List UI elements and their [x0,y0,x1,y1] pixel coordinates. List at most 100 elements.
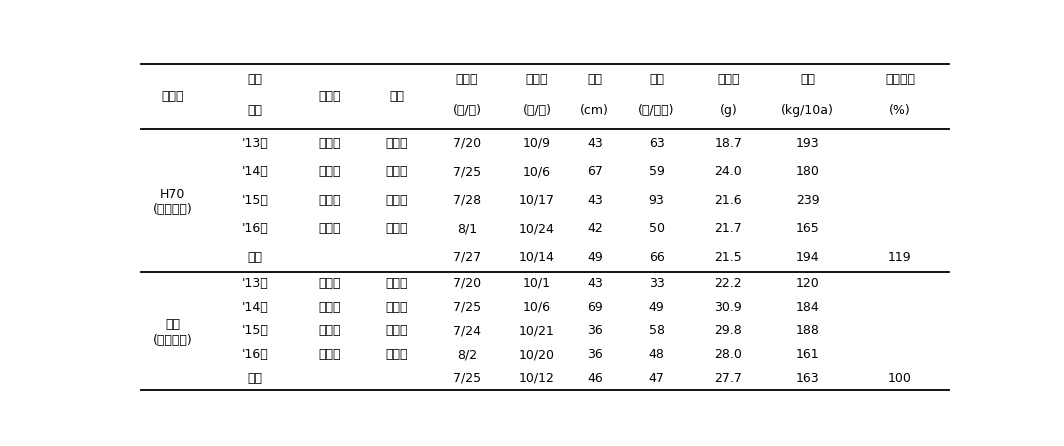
Text: 180: 180 [796,165,819,178]
Text: 43: 43 [587,194,602,207]
Text: 10/6: 10/6 [523,301,551,314]
Text: 49: 49 [587,251,602,264]
Text: 7/20: 7/20 [453,137,481,150]
Text: 7/20: 7/20 [453,277,481,290]
Text: 7/28: 7/28 [453,194,481,207]
Text: 48: 48 [649,348,665,361]
Text: 10/17: 10/17 [519,194,555,207]
Text: 58: 58 [649,324,665,337]
Text: '14년: '14년 [242,165,268,178]
Text: 백립중: 백립중 [717,73,739,86]
Text: (cm): (cm) [580,103,610,117]
Text: 188: 188 [796,324,819,337]
Text: 30.9: 30.9 [715,301,743,314]
Text: 165: 165 [796,223,819,235]
Text: 보라색: 보라색 [385,348,409,361]
Text: 100: 100 [888,372,912,385]
Text: 보라색: 보라색 [385,324,409,337]
Text: (월/일): (월/일) [522,103,551,117]
Text: '13년: '13년 [242,277,268,290]
Text: '15년: '15년 [242,194,268,207]
Text: 161: 161 [796,348,819,361]
Text: 10/12: 10/12 [519,372,555,385]
Text: H70: H70 [160,188,185,201]
Text: 7/24: 7/24 [453,324,481,337]
Text: 협수: 협수 [649,73,664,86]
Text: 47: 47 [649,372,665,385]
Text: 42: 42 [587,223,602,235]
Text: 보라색: 보라색 [318,324,340,337]
Text: 개화일: 개화일 [455,73,478,86]
Text: 10/14: 10/14 [519,251,555,264]
Text: 보라색: 보라색 [385,301,409,314]
Text: 10/21: 10/21 [519,324,555,337]
Text: 보라색: 보라색 [318,223,340,235]
Text: 꽃새: 꽃새 [389,90,404,103]
Text: 보라색: 보라색 [385,165,409,178]
Text: 경장: 경장 [587,73,602,86]
Text: 29.8: 29.8 [715,324,743,337]
Text: 보라색: 보라색 [318,301,340,314]
Text: 66: 66 [649,251,665,264]
Text: 수량지수: 수량지수 [885,73,915,86]
Text: 연도: 연도 [248,103,263,117]
Text: (출원품종): (출원품종) [153,203,193,216]
Text: (월/일): (월/일) [452,103,482,117]
Text: 184: 184 [796,301,819,314]
Text: 21.6: 21.6 [715,194,743,207]
Text: 46: 46 [587,372,602,385]
Text: 보라색: 보라색 [318,165,340,178]
Text: 28.0: 28.0 [714,348,743,361]
Text: 193: 193 [796,137,819,150]
Text: 7/25: 7/25 [453,372,481,385]
Text: 배축색: 배축색 [318,90,340,103]
Text: 50: 50 [649,223,665,235]
Text: 59: 59 [649,165,665,178]
Text: 33: 33 [649,277,665,290]
Text: 성숙일: 성숙일 [526,73,548,86]
Text: 43: 43 [587,137,602,150]
Text: 36: 36 [587,348,602,361]
Text: '15년: '15년 [242,324,268,337]
Text: 239: 239 [796,194,819,207]
Text: (g): (g) [719,103,737,117]
Text: 67: 67 [587,165,602,178]
Text: 18.7: 18.7 [714,137,743,150]
Text: 63: 63 [649,137,665,150]
Text: 10/24: 10/24 [519,223,555,235]
Text: 10/1: 10/1 [523,277,551,290]
Text: 보라색: 보라색 [318,348,340,361]
Text: 93: 93 [649,194,665,207]
Text: 수량: 수량 [800,73,815,86]
Text: '16년: '16년 [242,348,268,361]
Text: 24.0: 24.0 [715,165,743,178]
Text: 7/25: 7/25 [453,165,481,178]
Text: 평균: 평균 [248,372,263,385]
Text: 21.7: 21.7 [715,223,743,235]
Text: 163: 163 [796,372,819,385]
Text: 7/25: 7/25 [453,301,481,314]
Text: 보라색: 보라색 [318,194,340,207]
Text: 보라색: 보라색 [385,277,409,290]
Text: 49: 49 [649,301,665,314]
Text: 황금: 황금 [165,318,180,331]
Text: '14년: '14년 [242,301,268,314]
Text: (%): (%) [890,103,911,117]
Text: 119: 119 [888,251,912,264]
Text: 평균: 평균 [248,251,263,264]
Text: 품종명: 품종명 [162,90,184,103]
Text: 43: 43 [587,277,602,290]
Text: 조사: 조사 [248,73,263,86]
Text: 22.2: 22.2 [715,277,743,290]
Text: 보라색: 보라색 [318,277,340,290]
Text: (대조품종): (대조품종) [153,334,193,347]
Text: 보라색: 보라색 [385,223,409,235]
Text: 120: 120 [796,277,819,290]
Text: 10/9: 10/9 [523,137,551,150]
Text: 보라색: 보라색 [385,194,409,207]
Text: 보라색: 보라색 [318,137,340,150]
Text: 27.7: 27.7 [714,372,743,385]
Text: 21.5: 21.5 [715,251,743,264]
Text: 194: 194 [796,251,819,264]
Text: 69: 69 [587,301,602,314]
